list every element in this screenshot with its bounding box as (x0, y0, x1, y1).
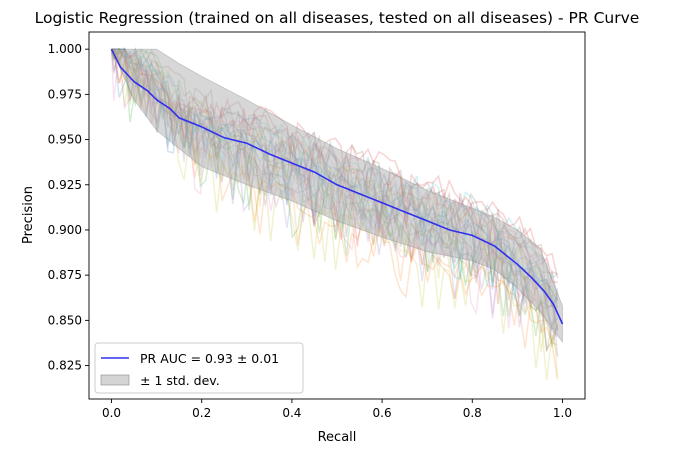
legend-patch-swatch (100, 374, 130, 386)
x-axis-label: Recall (318, 430, 357, 445)
x-tick-label: 0.8 (463, 406, 482, 420)
chart-title: Logistic Regression (trained on all dise… (35, 9, 640, 27)
legend-label-auc: PR AUC = 0.93 ± 0.01 (140, 351, 279, 366)
x-axis-ticks: 0.0 0.2 0.4 0.6 0.8 1.0 (102, 399, 572, 420)
x-tick-label: 0.0 (102, 406, 121, 420)
mean-pr-curve (110, 48, 564, 325)
y-tick-label: 0.950 (48, 133, 82, 147)
y-tick-label: 0.825 (48, 359, 82, 373)
x-tick-label: 0.4 (282, 406, 301, 420)
x-tick-label: 0.6 (373, 406, 392, 420)
mean-curve-layer (110, 48, 564, 325)
y-axis-label: Precision (21, 186, 36, 244)
x-tick-label: 0.2 (192, 406, 211, 420)
legend: PR AUC = 0.93 ± 0.01 ± 1 std. dev. (94, 342, 304, 394)
y-axis-ticks: 0.825 0.850 0.875 0.900 0.925 0.950 0.975 1.000 (48, 42, 89, 373)
plot-frame (88, 31, 586, 400)
legend-label-std: ± 1 std. dev. (140, 373, 220, 388)
fold-curve (110, 47, 559, 381)
y-tick-label: 0.975 (48, 87, 82, 101)
y-tick-label: 0.850 (48, 313, 82, 327)
y-tick-label: 0.900 (48, 223, 82, 237)
legend-box (94, 342, 304, 394)
y-tick-label: 1.000 (48, 42, 82, 56)
x-tick-label: 1.0 (553, 406, 572, 420)
y-tick-label: 0.875 (48, 268, 82, 282)
y-tick-label: 0.925 (48, 178, 82, 192)
